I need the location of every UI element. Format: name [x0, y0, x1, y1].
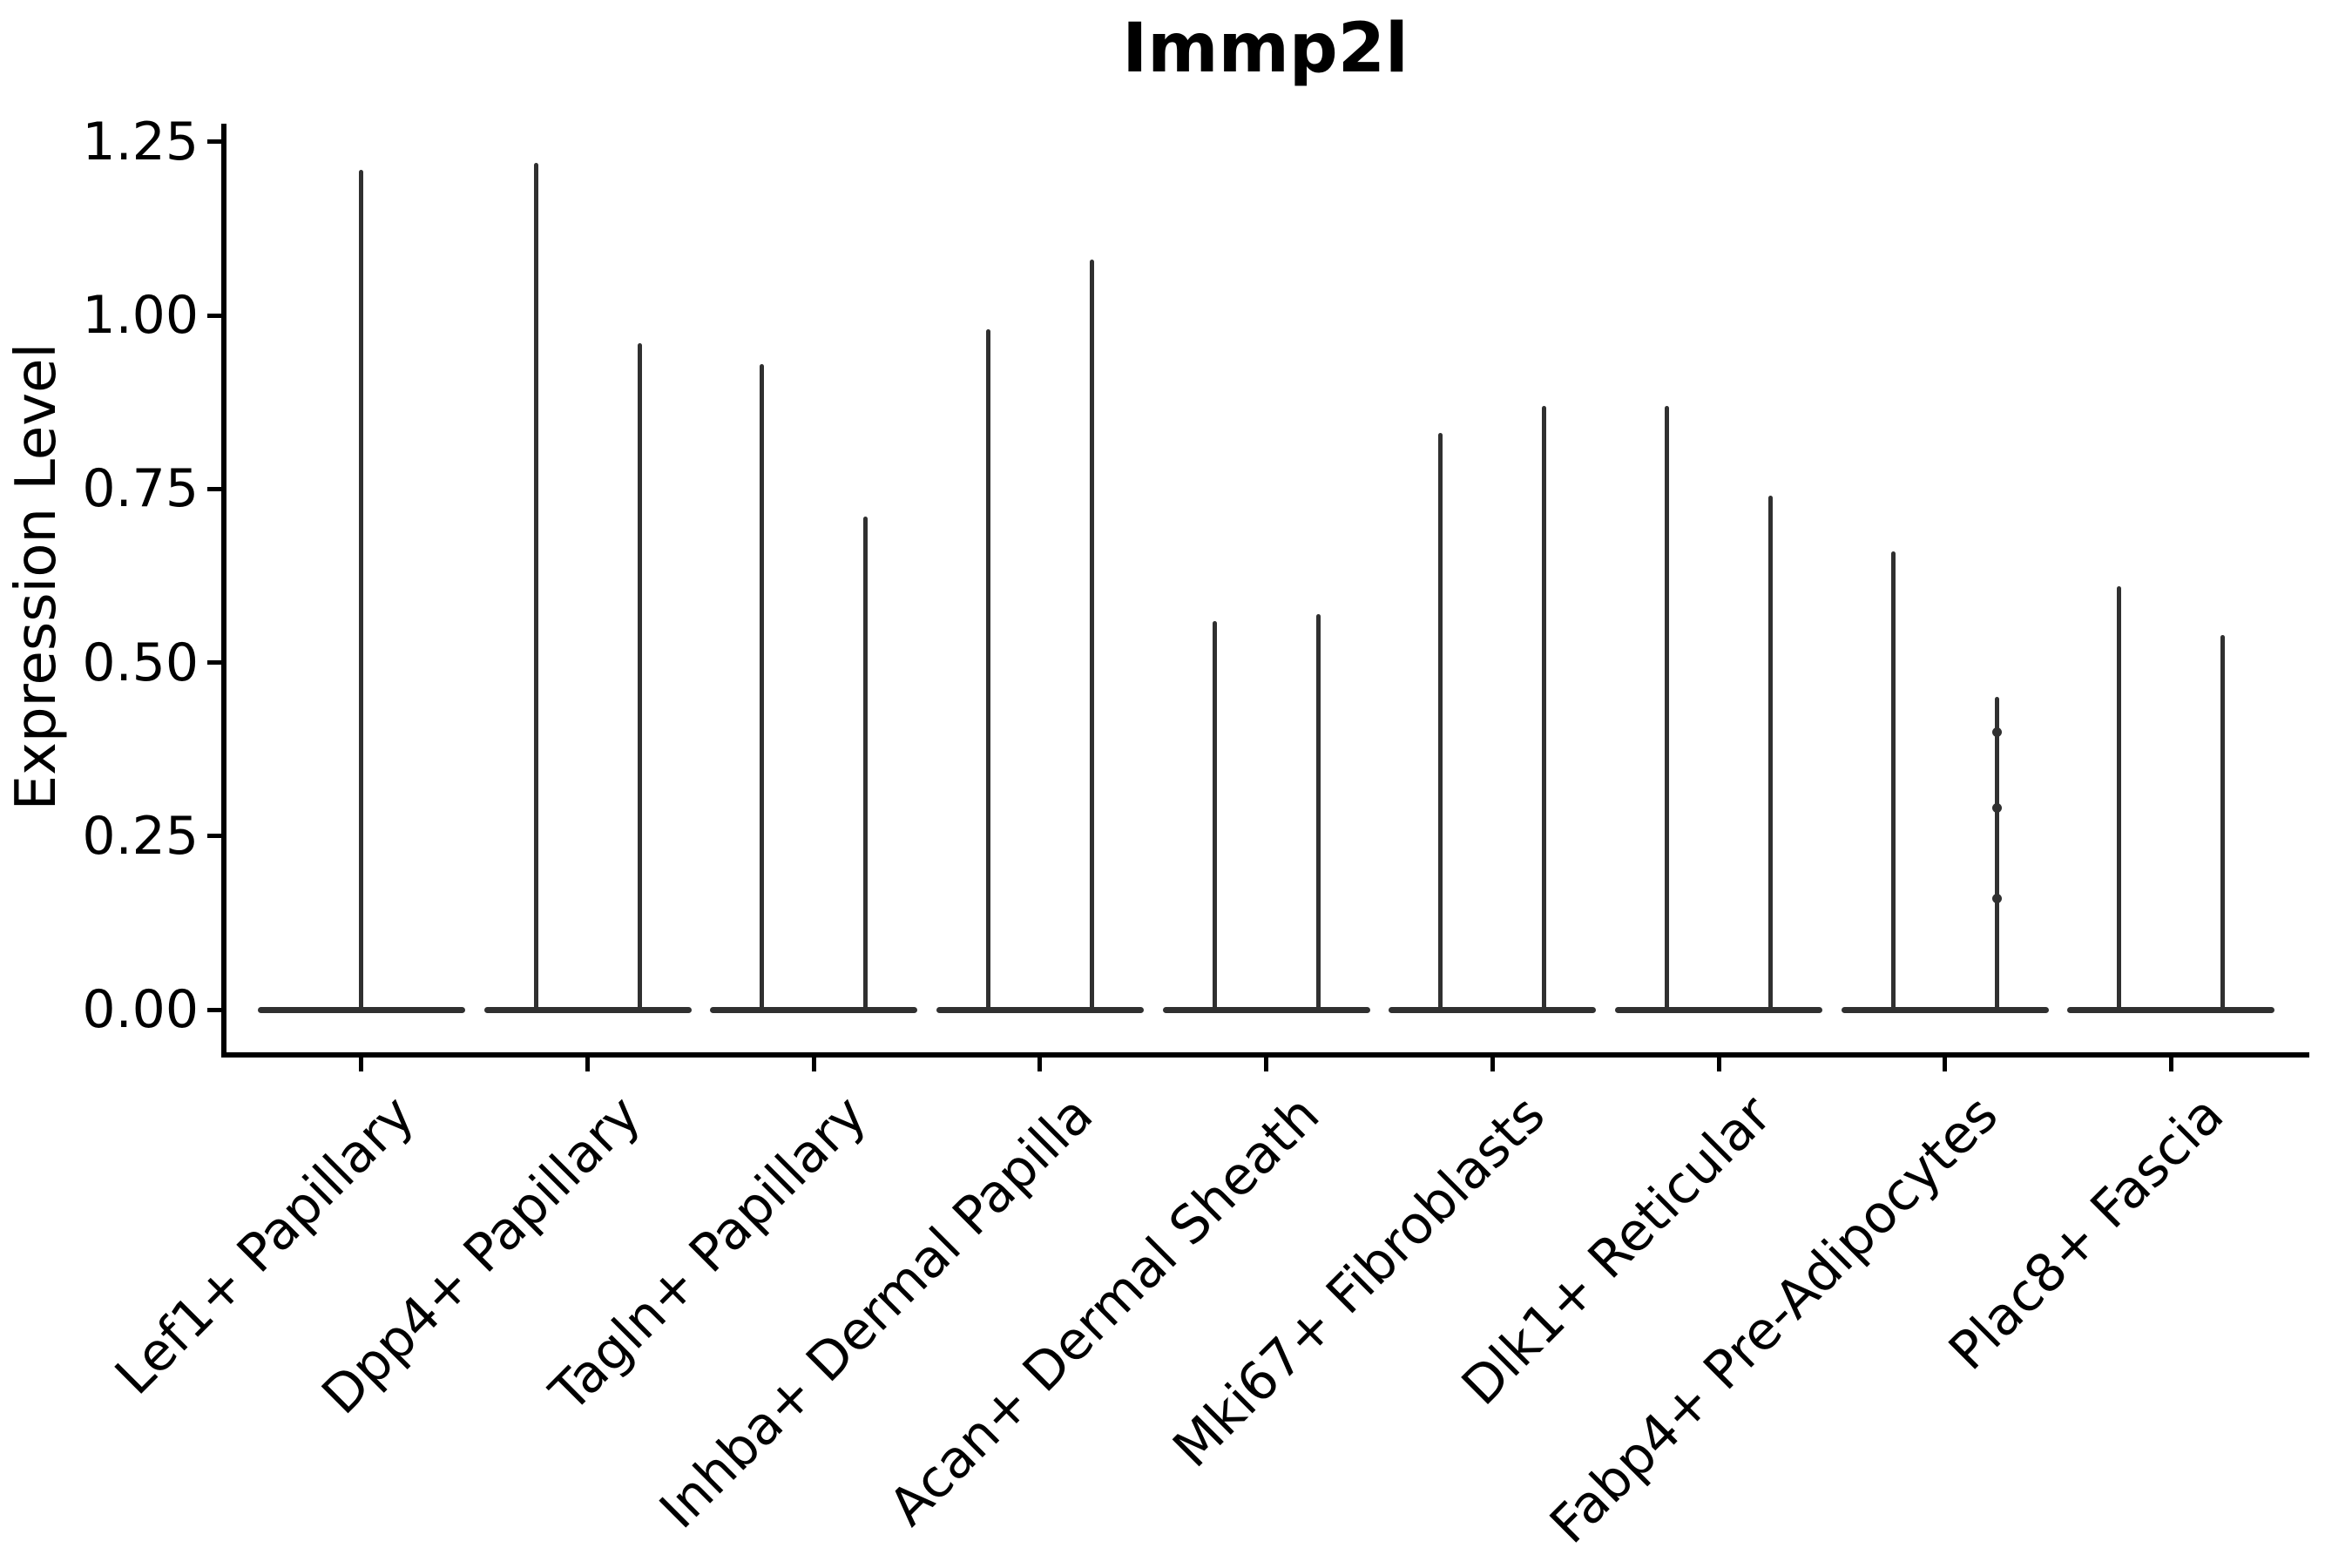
x-tick [2168, 1058, 2173, 1071]
y-tick [207, 660, 221, 665]
violin-spike [1438, 433, 1443, 1011]
violin-spike [1994, 697, 1999, 1011]
violin-spike [1212, 620, 1217, 1011]
y-tick [207, 1007, 221, 1012]
y-tick [207, 139, 221, 145]
violin-spike [637, 342, 642, 1011]
y-tick-label: 0.50 [82, 632, 199, 693]
x-tick [1264, 1058, 1269, 1071]
violin-spike [1089, 260, 1094, 1011]
x-tick [359, 1058, 364, 1071]
violin-spike [359, 169, 364, 1011]
violin-spike [1542, 405, 1547, 1011]
y-tick-label: 1.25 [82, 111, 199, 172]
violin-body [2067, 1007, 2275, 1013]
x-tick-label: Mki67+ Fibroblasts [1161, 1084, 1558, 1480]
violin-spike [533, 162, 538, 1011]
violin-spike [1665, 405, 1669, 1011]
y-axis-spine [221, 124, 226, 1058]
x-tick [1716, 1058, 1721, 1071]
y-tick [207, 313, 221, 318]
y-tick-label: 0.75 [82, 458, 199, 520]
x-tick-label: Acan+ Dermal Sheath [877, 1084, 1331, 1538]
violin-spike [1768, 496, 1773, 1011]
violin-spike [1315, 613, 1321, 1011]
violin-spike [760, 363, 765, 1011]
violin-spike [2117, 585, 2122, 1011]
chart-title: Immp2l [1122, 10, 1409, 88]
violin-body [1162, 1007, 1370, 1013]
violin-spike [863, 517, 868, 1011]
x-tick-label: Fabp4+ Pre-Adipocytes [1538, 1084, 2010, 1556]
y-tick [207, 486, 221, 491]
y-tick [207, 834, 221, 839]
x-tick [1490, 1058, 1495, 1071]
y-tick-label: 0.00 [82, 979, 199, 1040]
violin-spike [985, 328, 990, 1011]
violin-body [1389, 1007, 1597, 1013]
violin-body [936, 1007, 1144, 1013]
violin-body [1615, 1007, 1822, 1013]
violin-spike [2220, 634, 2226, 1011]
violin-body [1841, 1007, 2049, 1013]
x-axis-spine [221, 1052, 2309, 1058]
violin-density-bump [1991, 803, 2002, 814]
x-tick [585, 1058, 590, 1071]
violin-body [710, 1007, 918, 1013]
y-axis-label: Expression Level [4, 342, 69, 811]
y-tick-label: 0.25 [82, 805, 199, 867]
y-tick-label: 1.00 [82, 285, 199, 346]
x-tick [1943, 1058, 1948, 1071]
violin-density-bump [1991, 727, 2002, 737]
x-tick [811, 1058, 816, 1071]
x-tick-label: Inhba+ Dermal Papilla [648, 1084, 1105, 1541]
violin-body [483, 1007, 692, 1013]
violin-density-bump [1991, 893, 2002, 903]
violin-spike [1890, 551, 1896, 1011]
x-tick [1037, 1058, 1043, 1071]
